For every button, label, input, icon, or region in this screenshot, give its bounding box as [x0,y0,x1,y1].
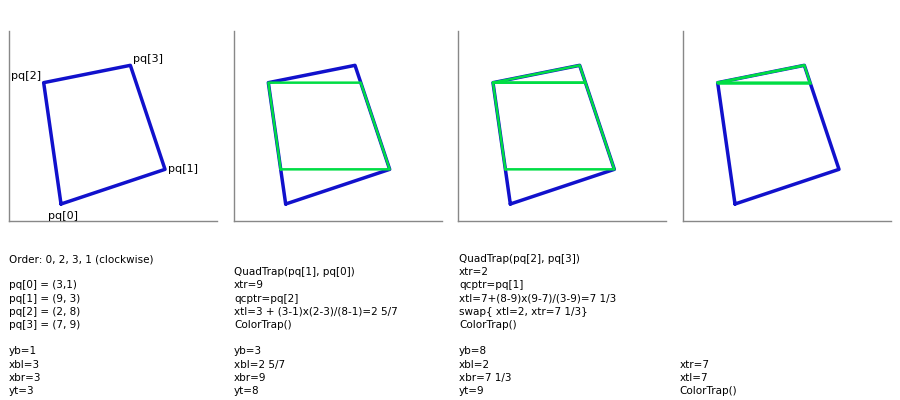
Text: pq[2]: pq[2] [11,71,41,81]
Text: Order: 0, 2, 3, 1 (clockwise)

pq[0] = (3,1)
pq[1] = (9, 3)
pq[2] = (2, 8)
pq[3]: Order: 0, 2, 3, 1 (clockwise) pq[0] = (3… [9,254,154,396]
Text: pq[3]: pq[3] [133,54,163,64]
Text: pq[0]: pq[0] [48,211,77,221]
Text: QuadTrap(pq[2], pq[3])
xtr=2
qcptr=pq[1]
xtl=7+(8-9)x(9-7)/(3-9)=7 1/3
swap{ xtl: QuadTrap(pq[2], pq[3]) xtr=2 qcptr=pq[1]… [459,254,616,396]
Text: QuadTrap(pq[1], pq[0])
xtr=9
qcptr=pq[2]
xtl=3 + (3-1)x(2-3)/(8-1)=2 5/7
ColorTr: QuadTrap(pq[1], pq[0]) xtr=9 qcptr=pq[2]… [234,267,398,396]
Text: pq[1]: pq[1] [168,164,199,174]
Text: xtr=7
xtl=7
ColorTrap(): xtr=7 xtl=7 ColorTrap() [680,360,737,396]
